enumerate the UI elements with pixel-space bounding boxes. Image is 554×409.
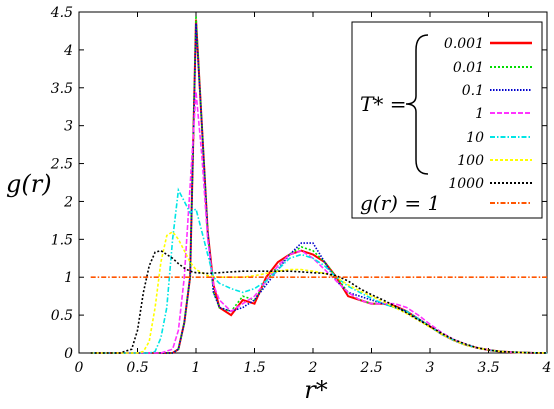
legend-label: 0.01	[453, 60, 484, 76]
y-tick-label: 0	[64, 346, 73, 362]
x-tick-label: 1	[192, 360, 201, 376]
x-tick-label: 1.5	[243, 360, 265, 376]
legend: T* = 0.001 0.01 0.1 1 10 100 1000 g(r) = 1	[351, 21, 543, 219]
x-tick-label: 2.5	[359, 360, 382, 376]
legend-label: 0.1	[462, 83, 484, 99]
x-tick-label: 2	[308, 360, 318, 376]
legend-label: 10	[466, 130, 484, 146]
series-line	[90, 230, 548, 354]
y-tick-label: 4.5	[50, 5, 73, 21]
y-tick-label: 3.5	[51, 81, 73, 97]
legend-label: 100	[457, 153, 484, 169]
series-line	[90, 249, 548, 354]
legend-label: g(r) = 1	[360, 191, 440, 215]
y-tick-label: 3	[64, 119, 73, 135]
legend-label: 1000	[448, 176, 484, 192]
legend-brace	[405, 34, 429, 175]
series-lines	[90, 15, 548, 354]
y-tick-label: 0.5	[51, 308, 73, 324]
x-tick-label: 3.5	[477, 360, 499, 376]
x-tick-label: 4	[542, 360, 552, 376]
y-tick-label: 4	[63, 43, 73, 59]
x-tick-label: 0	[75, 360, 84, 376]
y-tick-label: 2.5	[50, 157, 73, 173]
x-tick-label: 3	[426, 360, 435, 376]
legend-label: 0.001	[444, 36, 484, 52]
y-tick-label: 1	[64, 270, 73, 286]
x-tick-label: 0.5	[126, 360, 148, 376]
legend-label: 1	[475, 106, 484, 122]
legend-items: 0.001 0.01 0.1 1 10 100 1000 g(r) = 1	[360, 36, 532, 215]
y-axis-label: g(r)	[6, 170, 52, 198]
x-axis-label: r*	[304, 376, 327, 404]
ticks: 0 0.5 1 1.5 2 2.5 3 3.5 4 0 0.5 1 1.5 2 2.5 3 3.5 4 4.5	[50, 5, 552, 376]
y-tick-label: 1.5	[51, 232, 73, 248]
legend-group-label: T* =	[360, 92, 406, 116]
legend-box	[351, 21, 543, 219]
series-line	[90, 15, 547, 354]
y-tick-label: 2	[63, 194, 73, 210]
